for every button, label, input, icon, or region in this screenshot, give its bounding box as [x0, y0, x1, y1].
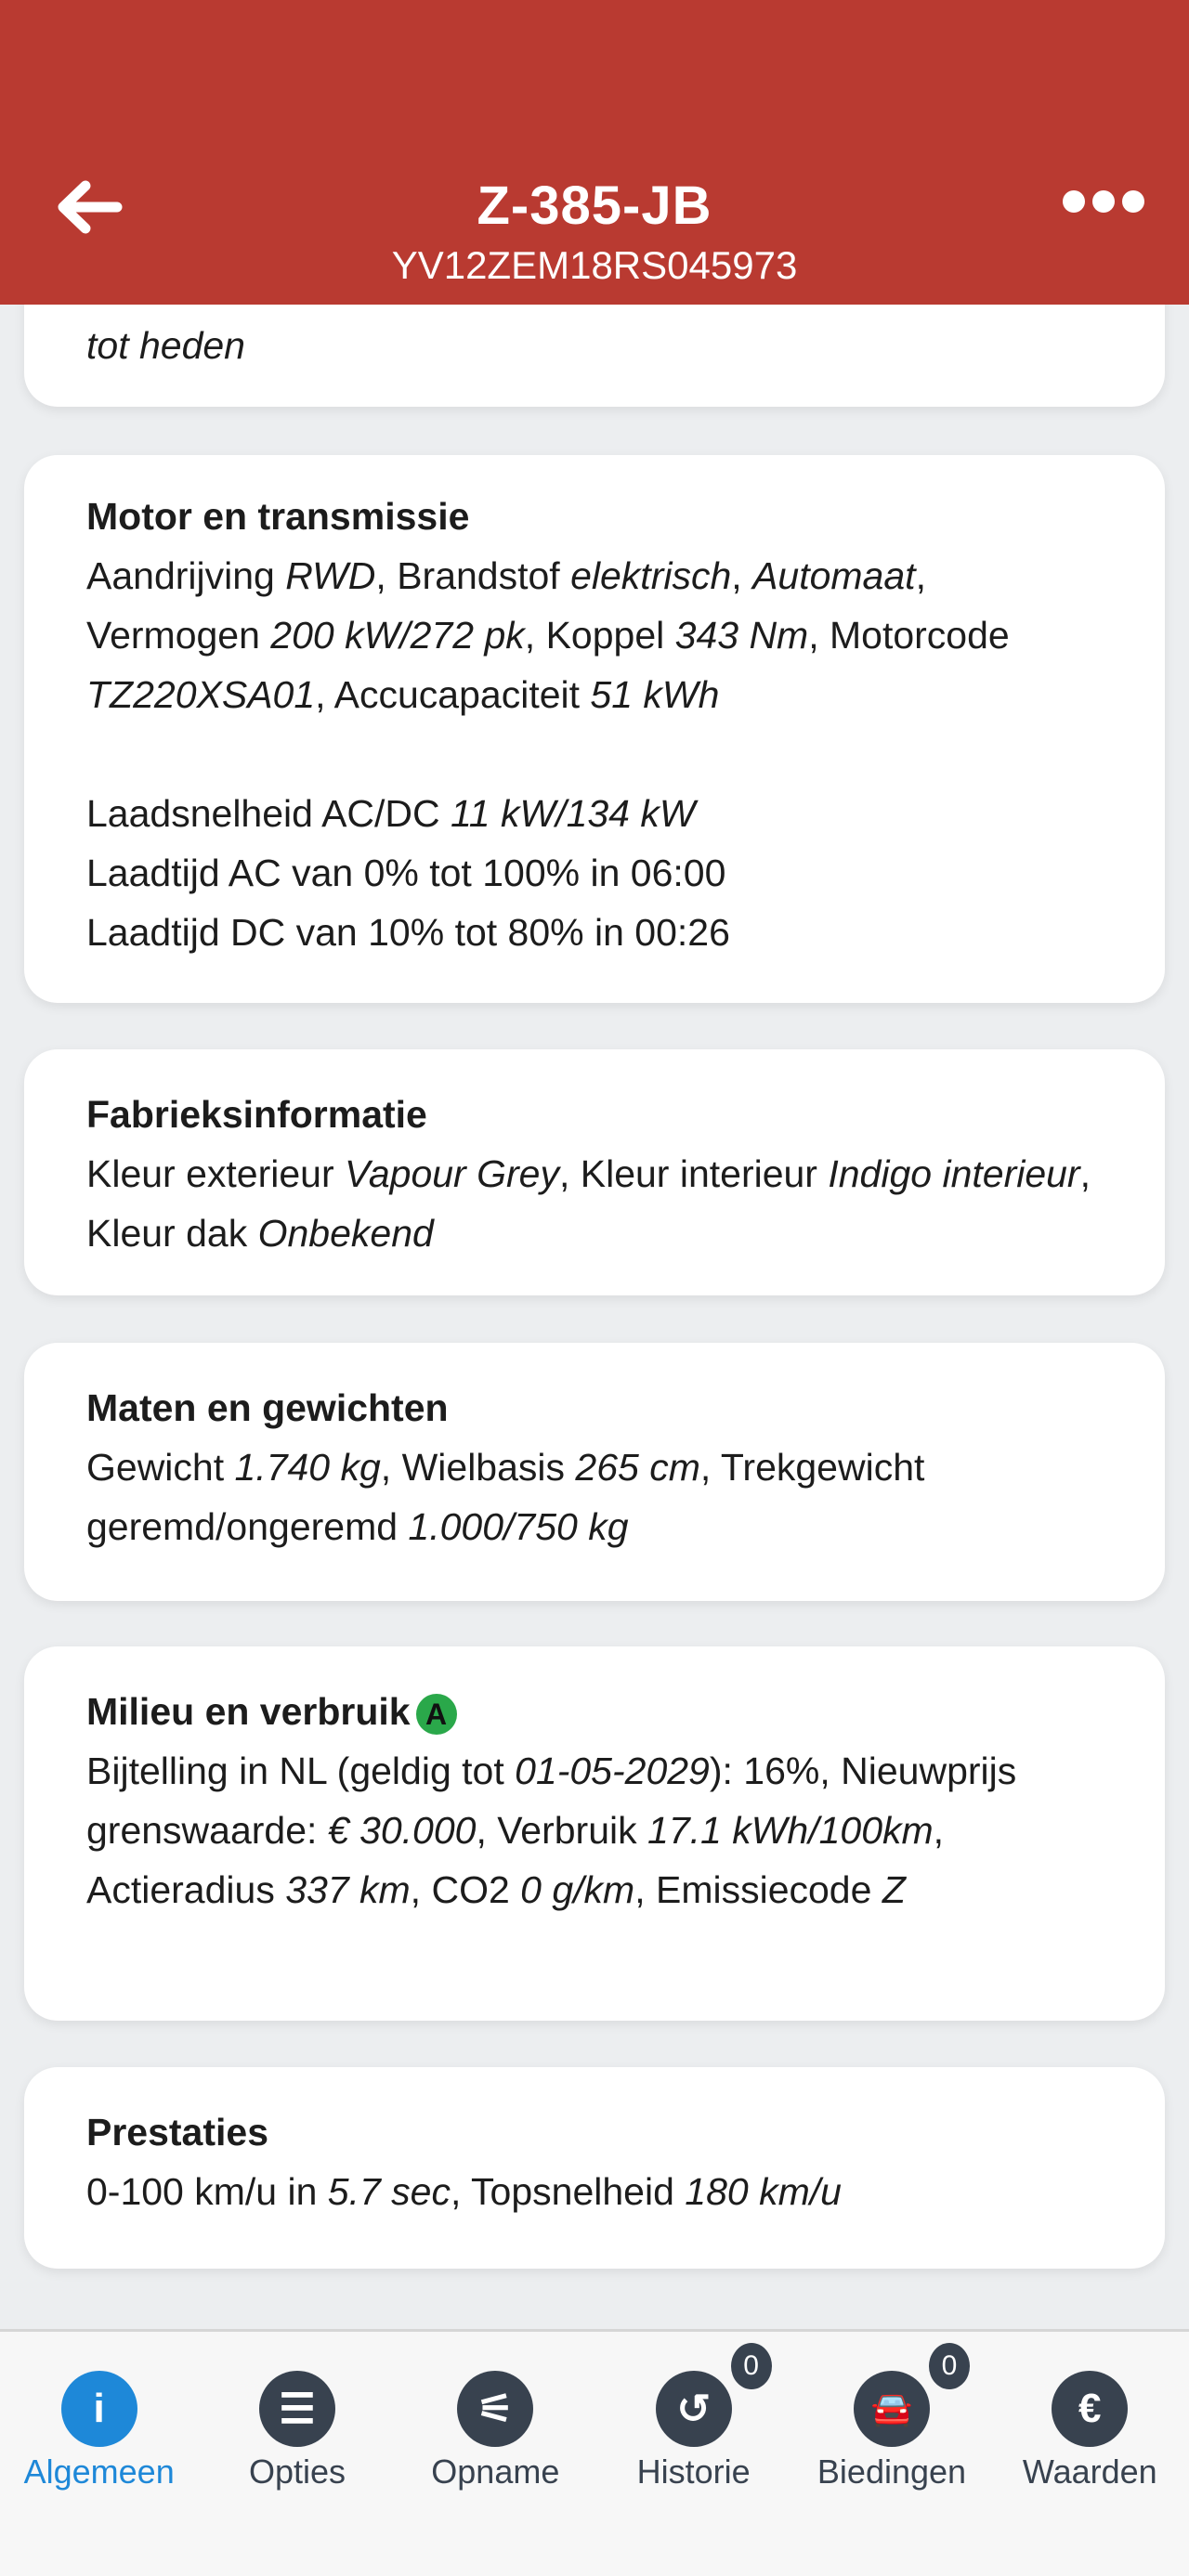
label-text: , Accucapaciteit: [315, 673, 591, 716]
label-text: , Emissiecode: [634, 1868, 882, 1911]
nav-waarden[interactable]: € Waarden: [991, 2332, 1189, 2576]
performance-info: 0-100 km/u in 5.7 sec, Topsnelheid 180 k…: [86, 2162, 1103, 2221]
value-text: 1.000/750 kg: [408, 1505, 629, 1548]
vin-subtitle: YV12ZEM18RS045973: [391, 243, 798, 287]
label-text: Laadtijd DC van 10% tot 80% in 00:26: [86, 911, 730, 954]
sliders-icon: ⚟: [457, 2371, 534, 2447]
arrow-left-icon[interactable]: [52, 175, 126, 240]
value-text: TZ220XSA01: [86, 673, 316, 716]
card-title: Fabrieksinformatie: [86, 1093, 427, 1136]
factory-card: Fabrieksinformatie Kleur exterieur Vapou…: [24, 1049, 1165, 1295]
car-offer-icon: 🚘: [853, 2371, 930, 2447]
value-text: tot heden: [86, 324, 245, 367]
motor-specs: Aandrijving RWD, Brandstof elektrisch, A…: [86, 546, 1103, 724]
label-text: Bijtelling in NL (geldig tot: [86, 1750, 516, 1792]
performance-card: Prestaties 0-100 km/u in 5.7 sec, Topsne…: [24, 2067, 1165, 2269]
value-text: 343 Nm: [674, 614, 809, 657]
label-text: Aandrijving: [86, 554, 286, 597]
label-text: Laadsnelheid AC/DC: [86, 792, 451, 835]
card-title: Motor en transmissie: [86, 495, 470, 538]
charge-time-ac: Laadtijd AC van 0% tot 100% in 06:00: [86, 843, 1103, 903]
nav-label: Waarden: [1022, 2452, 1157, 2491]
value-text: 1.740 kg: [234, 1446, 381, 1489]
euro-icon: €: [1052, 2371, 1129, 2447]
factory-info: Kleur exterieur Vapour Grey, Kleur inter…: [86, 1144, 1103, 1263]
value-text: elektrisch: [570, 554, 732, 597]
nav-opname[interactable]: ⚟ Opname: [397, 2332, 594, 2576]
count-badge: 0: [730, 2343, 772, 2389]
card-title: Prestaties: [86, 2111, 269, 2153]
value-text: 265 cm: [575, 1446, 700, 1489]
count-badge: 0: [928, 2343, 970, 2389]
label-text: , Brandstof: [375, 554, 571, 597]
nav-opties[interactable]: ☰ Opties: [198, 2332, 396, 2576]
label-text: , Trekgewicht geremd/ongeremd: [86, 1446, 925, 1548]
card-title: Milieu en verbruik A: [86, 1682, 1103, 1741]
value-text: Indigo interieur: [828, 1152, 1080, 1195]
value-text: 337 km: [285, 1868, 411, 1911]
value-text: 51 kWh: [590, 673, 720, 716]
motor-card: Motor en transmissie Aandrijving RWD, Br…: [24, 455, 1165, 1003]
label-text: , Koppel: [524, 614, 675, 657]
value-text: Vapour Grey: [345, 1152, 559, 1195]
label-text: Gewicht: [86, 1446, 235, 1489]
label-text: Kleur exterieur: [86, 1152, 346, 1195]
nav-algemeen[interactable]: i Algemeen: [0, 2332, 198, 2576]
nav-label: Opname: [431, 2452, 560, 2491]
environment-card: Milieu en verbruik A Bijtelling in NL (ge…: [24, 1646, 1165, 2021]
nav-label: Opties: [248, 2452, 346, 2491]
value-text: € 30.000: [327, 1809, 477, 1852]
value-text: Onbekend: [257, 1212, 434, 1255]
license-plate-title: Z-385-JB: [477, 176, 712, 236]
label-text: , Verbruik: [476, 1809, 648, 1852]
value-text: Automaat: [752, 554, 916, 597]
label-text: 0-100 km/u in: [86, 2170, 328, 2213]
label-text: ,: [731, 554, 753, 597]
charge-time-dc: Laadtijd DC van 10% tot 80% in 00:26: [86, 903, 1103, 962]
energy-label-badge: A: [415, 1694, 457, 1736]
info-icon: i: [60, 2371, 137, 2447]
value-text: 5.7 sec: [327, 2170, 451, 2213]
list-icon: ☰: [258, 2371, 335, 2447]
nav-label: Biedingen: [817, 2452, 967, 2491]
nav-label: Historie: [636, 2452, 751, 2491]
more-dots-icon[interactable]: [1063, 190, 1144, 213]
value-text: 17.1 kWh/100km: [647, 1809, 934, 1852]
dimensions-info: Gewicht 1.740 kg, Wielbasis 265 cm, Trek…: [86, 1438, 1103, 1556]
environment-info: Bijtelling in NL (geldig tot 01-05-2029)…: [86, 1741, 1103, 1919]
card-title-text: Milieu en verbruik: [86, 1690, 411, 1733]
label-text: , Kleur dak: [86, 1152, 1091, 1255]
app-header: Z-385-JB YV12ZEM18RS045973: [0, 0, 1189, 305]
history-icon: ↺: [655, 2371, 732, 2447]
label-text: , Topsnelheid: [451, 2170, 686, 2213]
label-text: , CO2: [410, 1868, 521, 1911]
value-text: 01-05-2029: [515, 1750, 710, 1792]
value-text: RWD: [285, 554, 376, 597]
nav-label: Algemeen: [23, 2452, 175, 2491]
bottom-nav: i Algemeen ☰ Opties ⚟ Opname ↺ 0 Histori…: [0, 2329, 1189, 2576]
value-text: 180 km/u: [685, 2170, 842, 2213]
label-text: , Vermogen: [86, 554, 926, 657]
previous-text: tot heden: [86, 316, 1103, 375]
nav-biedingen[interactable]: 🚘 0 Biedingen: [792, 2332, 990, 2576]
dimensions-card: Maten en gewichten Gewicht 1.740 kg, Wie…: [24, 1343, 1165, 1601]
value-text: Z: [882, 1868, 906, 1911]
card-title: Maten en gewichten: [86, 1386, 449, 1429]
label-text: , Wielbasis: [380, 1446, 576, 1489]
value-text: 11 kW/134 kW: [451, 792, 696, 835]
nav-historie[interactable]: ↺ 0 Historie: [594, 2332, 792, 2576]
value-text: 200 kW/272 pk: [270, 614, 525, 657]
charge-speed: Laadsnelheid AC/DC 11 kW/134 kW: [86, 784, 1103, 843]
value-text: 0 g/km: [520, 1868, 635, 1911]
label-text: , Motorcode: [808, 614, 1010, 657]
label-text: Laadtijd AC van 0% tot 100% in 06:00: [86, 852, 726, 894]
label-text: , Kleur interieur: [558, 1152, 829, 1195]
label-text: , Actieradius: [86, 1809, 945, 1911]
label-text: ): 16%, Nieuwprijs grenswaarde:: [86, 1750, 1017, 1852]
